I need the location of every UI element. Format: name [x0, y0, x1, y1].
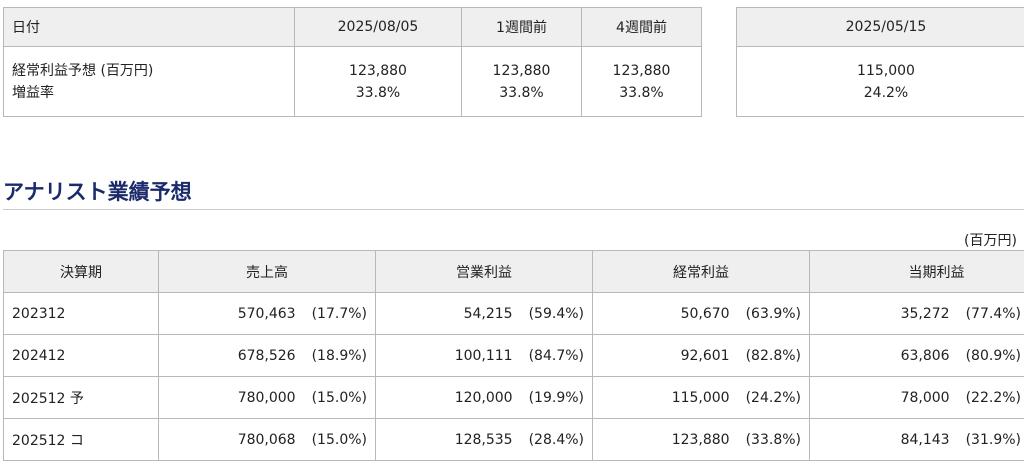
profit-value: 123,880 [582, 60, 701, 82]
net-profit-cell: 63,806 (80.9%) [810, 335, 1024, 377]
net-profit-cell: 78,000 (22.2%) [810, 377, 1024, 419]
ordinary-profit-cell: 123,880 (33.8%) [593, 419, 810, 461]
summary-cell-current: 123,880 33.8% [295, 47, 462, 117]
summary-row-labels: 経常利益予想 (百万円) 増益率 [4, 47, 295, 117]
sales-cell: 678,526 (18.9%) [159, 335, 376, 377]
net-profit-change: (80.9%) [966, 348, 1021, 364]
net-profit-value: 84,143 [901, 432, 950, 448]
fiscal-period: 202512 予 [4, 377, 159, 419]
summary-previous-body-row: 115,000 24.2% [737, 47, 1024, 117]
fiscal-period: 202312 [4, 293, 159, 335]
sales-value: 780,068 [238, 432, 296, 448]
operating-profit-cell: 128,535 (28.4%) [376, 419, 593, 461]
summary-header-1week: 1週間前 [462, 8, 582, 47]
fiscal-period: 202412 [4, 335, 159, 377]
sales-change: (18.9%) [312, 348, 367, 364]
summary-header-previous-date: 2025/05/15 [737, 8, 1024, 47]
table-row: 202412 678,526 (18.9%) 100,111 (84.7%) 92,… [4, 335, 1024, 377]
header-ordinary-profit: 経常利益 [593, 251, 810, 293]
summary-table: 日付 2025/08/05 1週間前 4週間前 経常利益予想 (百万円) 増益率… [3, 7, 702, 117]
sales-change: (17.7%) [312, 306, 367, 322]
operating-profit-change: (19.9%) [529, 390, 584, 406]
summary-cell-4week: 123,880 33.8% [582, 47, 702, 117]
net-profit-change: (77.4%) [966, 306, 1021, 322]
ordinary-profit-value: 50,670 [681, 306, 730, 322]
summary-previous-header-row: 2025/05/15 [737, 8, 1024, 47]
net-profit-change: (22.2%) [966, 390, 1021, 406]
table-row: 202512 コ 780,068 (15.0%) 128,535 (28.4%) 1… [4, 419, 1024, 461]
header-net-profit: 当期利益 [810, 251, 1024, 293]
table-row: 202512 予 780,000 (15.0%) 120,000 (19.9%) 1… [4, 377, 1024, 419]
summary-header-4week: 4週間前 [582, 8, 702, 47]
unit-note: (百万円) [964, 230, 1017, 250]
ordinary-profit-value: 123,880 [672, 432, 730, 448]
operating-profit-change: (59.4%) [529, 306, 584, 322]
label-ordinary-profit-forecast: 経常利益予想 (百万円) [12, 60, 294, 82]
fiscal-period: 202512 コ [4, 419, 159, 461]
operating-profit-change: (28.4%) [529, 432, 584, 448]
net-profit-value: 63,806 [901, 348, 950, 364]
operating-profit-value: 54,215 [464, 306, 513, 322]
sales-cell: 570,463 (17.7%) [159, 293, 376, 335]
sales-change: (15.0%) [312, 432, 367, 448]
growth-value: 33.8% [582, 82, 701, 104]
sales-change: (15.0%) [312, 390, 367, 406]
ordinary-profit-cell: 92,601 (82.8%) [593, 335, 810, 377]
section-divider [3, 209, 1024, 210]
analyst-forecast-table: 決算期 売上高 営業利益 経常利益 当期利益 202312 570,463 (17… [3, 250, 1024, 461]
ordinary-profit-change: (24.2%) [746, 390, 801, 406]
net-profit-change: (31.9%) [966, 432, 1021, 448]
sales-cell: 780,000 (15.0%) [159, 377, 376, 419]
profit-value: 123,880 [462, 60, 581, 82]
summary-cell-1week: 123,880 33.8% [462, 47, 582, 117]
growth-value: 24.2% [737, 82, 1024, 104]
operating-profit-value: 128,535 [455, 432, 513, 448]
header-sales: 売上高 [159, 251, 376, 293]
profit-value: 115,000 [737, 60, 1024, 82]
sales-value: 678,526 [238, 348, 296, 364]
summary-cell-previous: 115,000 24.2% [737, 47, 1024, 117]
sales-value: 570,463 [238, 306, 296, 322]
net-profit-value: 35,272 [901, 306, 950, 322]
summary-table-previous: 2025/05/15 115,000 24.2% [736, 7, 1024, 117]
ordinary-profit-change: (82.8%) [746, 348, 801, 364]
ordinary-profit-value: 92,601 [681, 348, 730, 364]
summary-header-date: 日付 [4, 8, 295, 47]
growth-value: 33.8% [295, 82, 461, 104]
operating-profit-cell: 100,111 (84.7%) [376, 335, 593, 377]
sales-value: 780,000 [238, 390, 296, 406]
header-operating-profit: 営業利益 [376, 251, 593, 293]
ordinary-profit-cell: 50,670 (63.9%) [593, 293, 810, 335]
operating-profit-change: (84.7%) [529, 348, 584, 364]
sales-cell: 780,068 (15.0%) [159, 419, 376, 461]
ordinary-profit-value: 115,000 [672, 390, 730, 406]
profit-value: 123,880 [295, 60, 461, 82]
net-profit-cell: 35,272 (77.4%) [810, 293, 1024, 335]
summary-header-current: 2025/08/05 [295, 8, 462, 47]
header-fiscal-period: 決算期 [4, 251, 159, 293]
summary-header-row: 日付 2025/08/05 1週間前 4週間前 [4, 8, 702, 47]
table-row: 202312 570,463 (17.7%) 54,215 (59.4%) 50,6… [4, 293, 1024, 335]
summary-body-row: 経常利益予想 (百万円) 増益率 123,880 33.8% 123,880 3… [4, 47, 702, 117]
operating-profit-value: 100,111 [455, 348, 513, 364]
label-growth-rate: 増益率 [12, 82, 294, 104]
ordinary-profit-cell: 115,000 (24.2%) [593, 377, 810, 419]
net-profit-cell: 84,143 (31.9%) [810, 419, 1024, 461]
ordinary-profit-change: (33.8%) [746, 432, 801, 448]
operating-profit-cell: 54,215 (59.4%) [376, 293, 593, 335]
growth-value: 33.8% [462, 82, 581, 104]
operating-profit-value: 120,000 [455, 390, 513, 406]
ordinary-profit-change: (63.9%) [746, 306, 801, 322]
analyst-header-row: 決算期 売上高 営業利益 経常利益 当期利益 [4, 251, 1024, 293]
net-profit-value: 78,000 [901, 390, 950, 406]
section-title: アナリスト業績予想 [3, 176, 192, 206]
operating-profit-cell: 120,000 (19.9%) [376, 377, 593, 419]
